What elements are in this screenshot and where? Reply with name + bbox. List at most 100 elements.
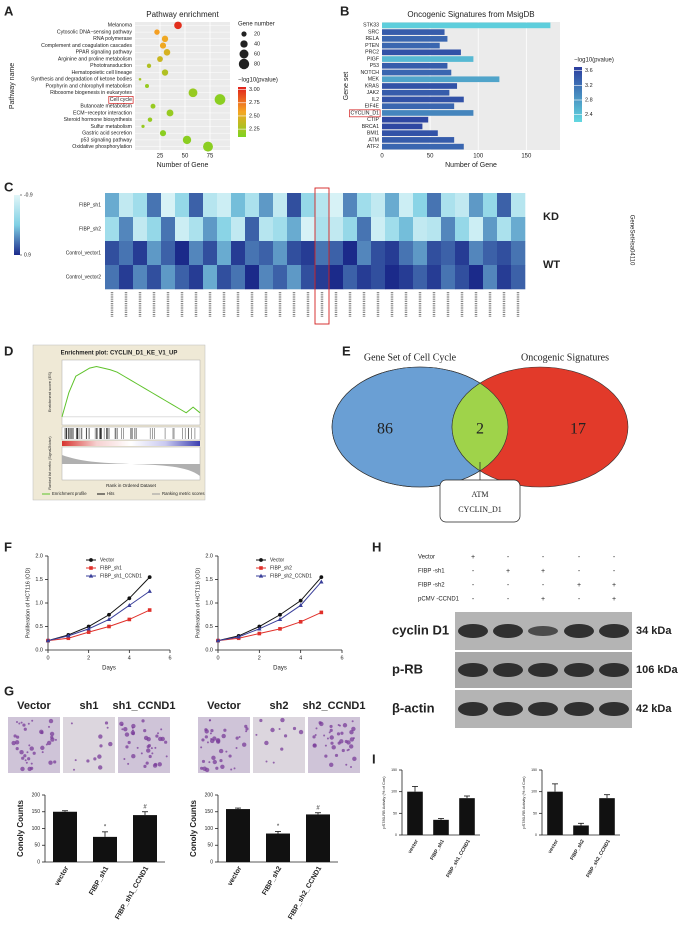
blot-band [599, 624, 629, 638]
colony-dot [259, 718, 263, 723]
y-tick-label: CYCLIN_D1 [350, 110, 379, 116]
colony-dot [127, 762, 130, 765]
color-legend-label: 2.50 [249, 113, 260, 119]
x-tick-label: vector [227, 865, 244, 887]
heatmap-cell [329, 217, 344, 242]
heatmap-row-label: FIBP_sh1 [79, 202, 101, 208]
heatmap-cell [175, 193, 190, 218]
colony-dot [145, 761, 149, 765]
y-axis-label: pS780-RB Activity (% of Con) [521, 776, 526, 829]
heatmap-cell [399, 217, 414, 242]
heatmap-cell [301, 193, 316, 218]
blot-band [458, 624, 488, 638]
heatmap-cell [385, 217, 400, 242]
hits-box [61, 426, 201, 441]
x-tick-label: 6 [168, 655, 171, 661]
panel-label: F [4, 539, 12, 554]
colony-dot [342, 723, 348, 728]
marker [107, 624, 111, 629]
bar [382, 123, 423, 130]
colony-dot [151, 752, 154, 755]
marker [236, 634, 241, 639]
colony-dot [339, 739, 344, 744]
colony-dot [104, 721, 109, 725]
color-legend-title: −log10(pvalue) [238, 78, 278, 84]
colony-dot [336, 732, 341, 736]
annotation: # [316, 805, 320, 811]
y-tick-label: ATF2 [367, 144, 379, 150]
heatmap-cell [511, 241, 526, 266]
bar [382, 56, 474, 62]
blot-band [458, 702, 488, 716]
band-size: 106 kDa [636, 664, 678, 676]
heatmap-row-label: FIBP_sh2 [79, 226, 101, 232]
colony-dot [150, 747, 153, 750]
y-tick-label: 0 [37, 859, 40, 865]
heatmap-cell [231, 217, 246, 242]
colony-dot [315, 727, 318, 730]
colony-dot [349, 737, 355, 742]
bar [382, 96, 464, 103]
colony-dot [319, 721, 324, 727]
heatmap-cell [469, 265, 484, 290]
colony-dot [15, 720, 18, 723]
colony-dot [314, 733, 317, 736]
bar [382, 76, 500, 83]
colony-dot [278, 727, 281, 730]
marker [127, 596, 132, 601]
legend-label: Vector [270, 557, 285, 563]
color-legend-bar [238, 87, 246, 137]
marker [127, 602, 132, 607]
colony-dot [346, 740, 351, 745]
colony-dot [218, 748, 224, 754]
colony-dot [330, 741, 334, 745]
heatmap-cell [315, 217, 330, 242]
bubble [150, 103, 156, 109]
legend-label: Vector [100, 557, 115, 563]
y-tick-label: ECM−receptor interaction [73, 110, 132, 116]
highlight-box [108, 95, 134, 104]
y-tick-label: 0 [535, 833, 537, 837]
condition-label: FIBP -sh1 [418, 569, 445, 575]
colony-dot [70, 722, 73, 725]
heatmap-cell [217, 241, 232, 266]
venn-outline [331, 366, 509, 488]
heatmap-side-label: GeneSetHsa04110 [628, 215, 634, 266]
colony-dot [230, 768, 233, 771]
heatmap-cell [427, 217, 442, 242]
colony-dot [292, 726, 297, 731]
colony-photo [198, 717, 250, 773]
y-tick-label: Synthesis and degradation of ketone bodi… [31, 77, 132, 83]
marker [86, 626, 91, 631]
heatmap-cell [217, 217, 232, 242]
condition-sign: - [507, 596, 510, 603]
condition-sign: - [507, 554, 510, 561]
legend-label: FIBP_sh2 [270, 565, 292, 571]
y-tick-label: STK33 [363, 23, 379, 29]
y-tick-label: Steroid hormone biosynthesis [64, 117, 133, 123]
heatmap-cell [245, 217, 260, 242]
y-tick-label: p53 signaling pathway [81, 137, 133, 143]
heatmap-cell [259, 241, 274, 266]
y-tick-label: MEK [368, 77, 380, 83]
colony-dot [49, 731, 55, 737]
colony-dot [27, 757, 31, 761]
heatmap-cell [203, 265, 218, 290]
photo-label: sh1_CCND1 [113, 700, 176, 712]
y-tick-label: PRC2 [365, 50, 379, 56]
bar [382, 29, 445, 35]
y-tick-label: 0 [395, 833, 397, 837]
y-tick-label: 0 [210, 859, 213, 865]
y-tick-label: 200 [205, 792, 214, 798]
es-curve [61, 365, 201, 418]
colony-dot [329, 724, 333, 729]
marker [298, 598, 303, 603]
heatmap-cell [315, 265, 330, 290]
legend-marker [259, 558, 263, 562]
colony-dot [206, 741, 209, 744]
panel-label: D [4, 343, 13, 358]
legend-label: Enrichment profile [52, 491, 87, 496]
heatmap-cell [315, 241, 330, 266]
colony-dot [27, 722, 30, 725]
